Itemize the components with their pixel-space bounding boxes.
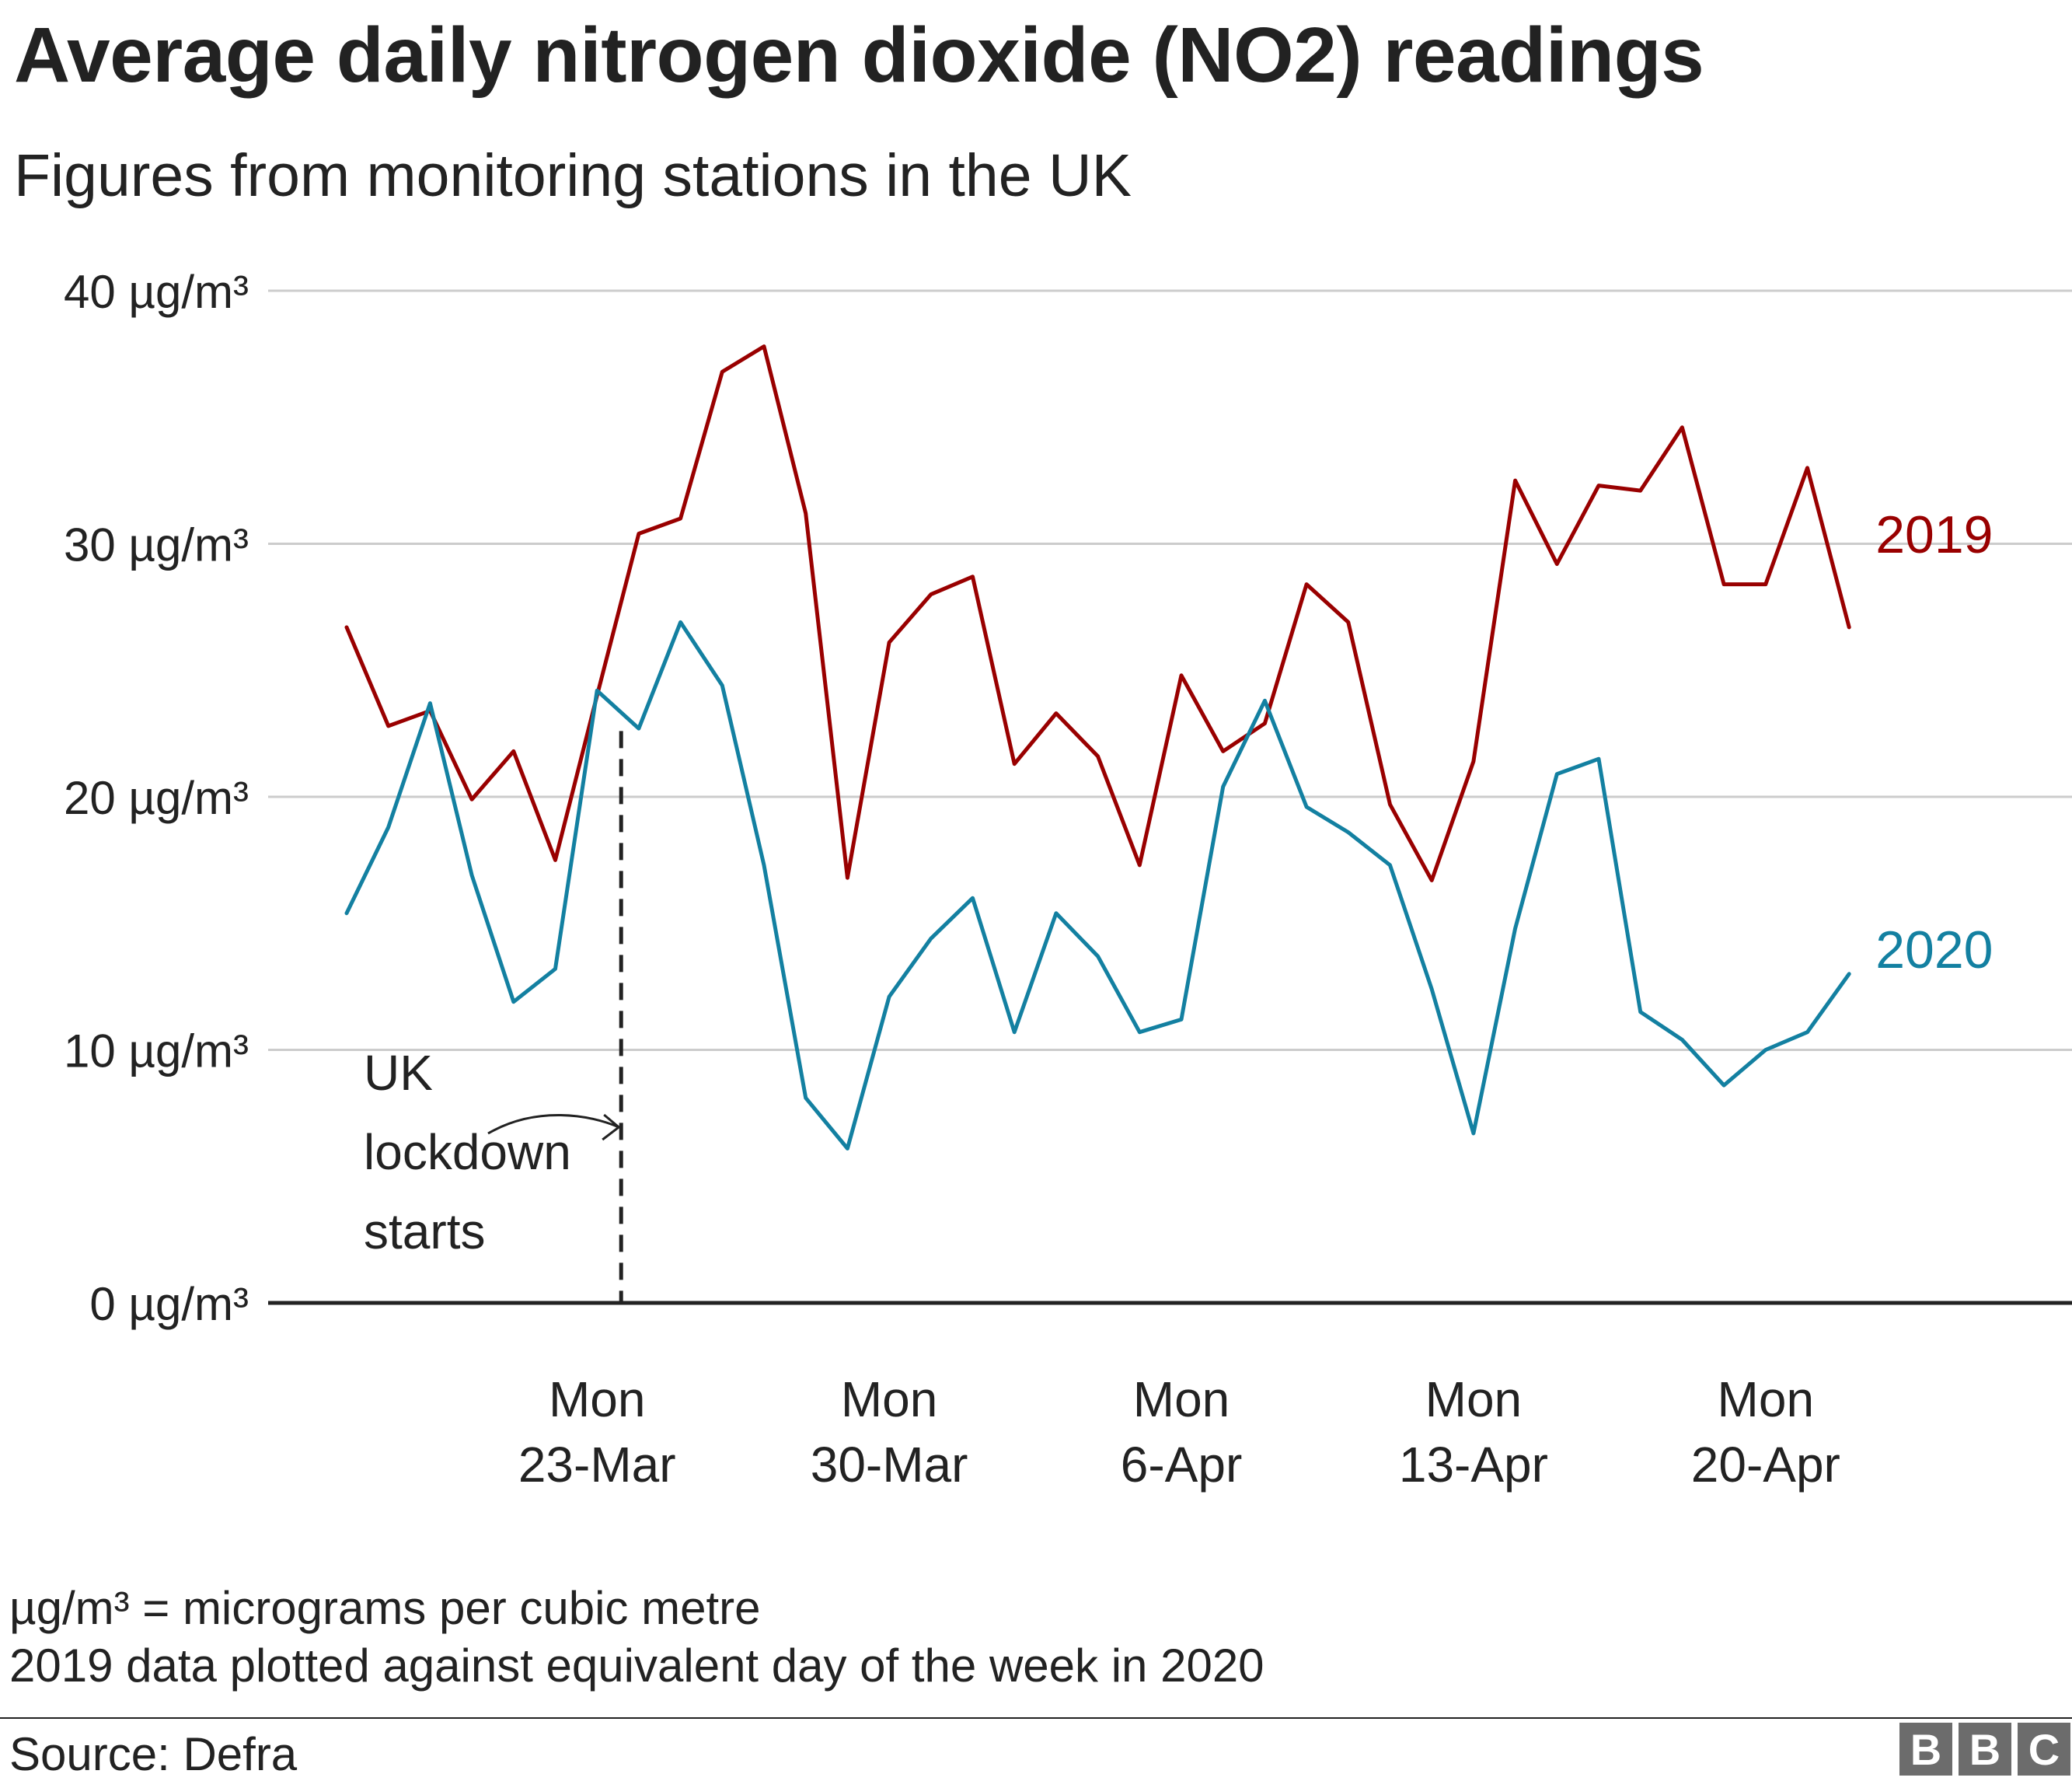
series-line-2019 [344, 344, 1851, 882]
x-tick-label: Mon [841, 1371, 938, 1427]
source-divider [0, 1717, 2072, 1719]
x-tick-label: Mon [549, 1371, 646, 1427]
x-tick-label: 13-Apr [1399, 1437, 1548, 1493]
series-line-2020 [344, 620, 1851, 1151]
series-labels: 2019 2020 [1875, 505, 1993, 980]
annotation-text: UK [364, 1045, 433, 1101]
x-tick-label: 20-Apr [1691, 1437, 1840, 1493]
lockdown-annotation: UK lockdown starts [364, 731, 623, 1303]
logo-letter: B [1899, 1723, 1952, 1776]
series-label-2019: 2019 [1875, 505, 1993, 564]
annotation-text: starts [364, 1203, 485, 1259]
x-tick-label: 23-Mar [518, 1437, 676, 1493]
annotation-arrow [487, 1114, 619, 1135]
x-tick-label: Mon [1425, 1371, 1523, 1427]
logo-letter: C [2018, 1723, 2070, 1776]
x-tick-label: Mon [1718, 1371, 1815, 1427]
comparison-note: 2019 data plotted against equivalent day… [9, 1640, 1264, 1692]
bbc-logo: B B C [1899, 1723, 2070, 1776]
x-tick-label: 30-Mar [811, 1437, 968, 1493]
x-tick-label: 6-Apr [1121, 1437, 1243, 1493]
chart-title: Average daily nitrogen dioxide (NO2) rea… [14, 12, 1704, 99]
logo-letter: B [1959, 1723, 2011, 1776]
series-label-2020: 2020 [1875, 920, 1993, 980]
x-axis-labels: Mon 23-Mar Mon 30-Mar Mon 6-Apr Mon 13-Apr Mon 20… [518, 1371, 1840, 1493]
series-lines [268, 344, 2072, 1305]
source-label: Source: Defra [9, 1728, 298, 1780]
annotation-arrowhead [602, 1113, 621, 1141]
y-tick-label: 10 µg/m³ [64, 1025, 249, 1077]
x-tick-label: Mon [1133, 1371, 1230, 1427]
y-tick-label: 20 µg/m³ [64, 772, 249, 824]
y-tick-label: 30 µg/m³ [64, 519, 249, 571]
y-tick-label: 0 µg/m³ [89, 1278, 249, 1330]
y-tick-label: 40 µg/m³ [64, 266, 249, 318]
gridlines [268, 289, 2072, 1051]
chart-subtitle: Figures from monitoring stations in the … [14, 142, 1132, 209]
y-axis-labels: 0 µg/m³ 10 µg/m³ 20 µg/m³ 30 µg/m³ 40 µg/m³ [64, 266, 249, 1330]
annotation-text: lockdown [364, 1124, 571, 1180]
units-note: µg/m³ = micrograms per cubic metre [9, 1582, 761, 1634]
